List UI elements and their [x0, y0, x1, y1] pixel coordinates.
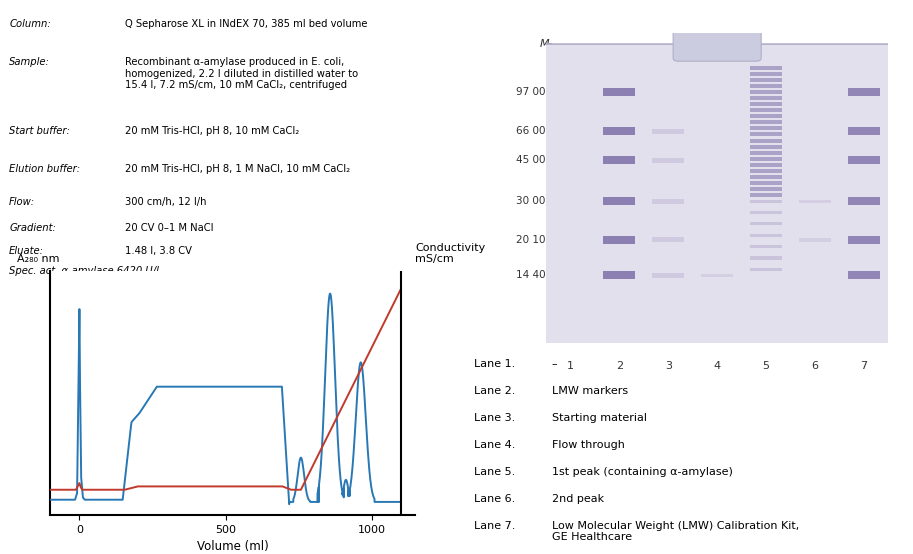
- Text: 3: 3: [665, 361, 672, 371]
- Bar: [750, 245, 782, 248]
- Text: Gradient:: Gradient:: [9, 223, 56, 233]
- X-axis label: Volume (ml): Volume (ml): [197, 541, 268, 553]
- Bar: [750, 90, 782, 94]
- Bar: [750, 187, 782, 191]
- Text: 20 100: 20 100: [517, 234, 552, 244]
- Bar: [750, 181, 782, 185]
- Bar: [603, 235, 635, 244]
- Bar: [750, 268, 782, 271]
- Bar: [750, 151, 782, 155]
- Bar: [848, 127, 880, 135]
- Bar: [848, 235, 880, 244]
- Text: Lane 4.: Lane 4.: [475, 440, 516, 450]
- Bar: [848, 156, 880, 165]
- Text: 2nd peak: 2nd peak: [551, 494, 603, 504]
- Bar: [603, 127, 635, 135]
- Text: Starting material: Starting material: [551, 413, 646, 423]
- Text: 30 000: 30 000: [517, 196, 552, 206]
- Text: 14 400: 14 400: [516, 270, 552, 280]
- Text: Column:: Column:: [9, 19, 51, 29]
- Text: Start buffer:: Start buffer:: [9, 126, 70, 136]
- Text: 97 000: 97 000: [517, 87, 552, 97]
- Text: 5: 5: [762, 361, 770, 371]
- Bar: [750, 138, 782, 142]
- Bar: [750, 126, 782, 130]
- Text: 7: 7: [860, 361, 867, 371]
- Text: Elution buffer:: Elution buffer:: [9, 164, 80, 174]
- Bar: [750, 66, 782, 70]
- Bar: [750, 163, 782, 167]
- Text: 300 cm/h, 12 l/h: 300 cm/h, 12 l/h: [125, 197, 206, 207]
- Bar: [603, 271, 635, 279]
- Bar: [652, 198, 685, 203]
- Bar: [750, 96, 782, 100]
- Bar: [750, 169, 782, 173]
- Bar: [652, 237, 685, 242]
- Text: Lane 6.: Lane 6.: [475, 494, 516, 504]
- Text: Lane 3.: Lane 3.: [475, 413, 516, 423]
- Bar: [701, 274, 733, 278]
- Bar: [750, 175, 782, 179]
- Text: Conductivity
mS/cm: Conductivity mS/cm: [415, 243, 486, 264]
- Text: 4: 4: [714, 361, 720, 371]
- Text: Spec. act. α-amylase 6420 U/l: Spec. act. α-amylase 6420 U/l: [9, 266, 159, 276]
- Bar: [848, 271, 880, 279]
- Bar: [848, 197, 880, 205]
- Text: A₂₈₀ nm: A₂₈₀ nm: [17, 254, 60, 264]
- Bar: [750, 84, 782, 88]
- Bar: [652, 158, 685, 163]
- Text: Mᵣ: Mᵣ: [540, 39, 552, 49]
- Text: Low Molecular Weight (LMW) Calibration Kit,
GE Healthcare: Low Molecular Weight (LMW) Calibration K…: [551, 521, 799, 542]
- Bar: [750, 234, 782, 237]
- Bar: [603, 88, 635, 96]
- FancyBboxPatch shape: [673, 27, 761, 61]
- Bar: [652, 273, 685, 278]
- Bar: [848, 88, 880, 96]
- Bar: [750, 145, 782, 148]
- Text: LMW markers: LMW markers: [551, 386, 628, 396]
- Bar: [750, 193, 782, 197]
- Text: 45 000: 45 000: [517, 156, 552, 166]
- Bar: [799, 238, 831, 242]
- Bar: [750, 257, 782, 259]
- Text: 66 000: 66 000: [517, 126, 552, 136]
- Bar: [750, 211, 782, 214]
- Text: Flow:: Flow:: [9, 197, 36, 207]
- Text: 20 mM Tris-HCl, pH 8, 1 M NaCl, 10 mM CaCl₂: 20 mM Tris-HCl, pH 8, 1 M NaCl, 10 mM Ca…: [125, 164, 350, 174]
- Bar: [652, 129, 685, 134]
- Text: Flow through: Flow through: [551, 440, 624, 450]
- Bar: [799, 199, 831, 203]
- Text: 20 CV 0–1 M NaCl: 20 CV 0–1 M NaCl: [125, 223, 214, 233]
- Text: 6: 6: [812, 361, 818, 371]
- Text: Lane 2.: Lane 2.: [475, 386, 516, 396]
- Bar: [750, 72, 782, 76]
- Text: Lane 7.: Lane 7.: [475, 521, 516, 531]
- Bar: [750, 102, 782, 106]
- Text: Q Sepharose XL in INdEX 70, 385 ml bed volume: Q Sepharose XL in INdEX 70, 385 ml bed v…: [125, 19, 368, 29]
- Bar: [750, 157, 782, 161]
- Text: 1: 1: [567, 361, 574, 371]
- Text: 20 mM Tris-HCl, pH 8, 10 mM CaCl₂: 20 mM Tris-HCl, pH 8, 10 mM CaCl₂: [125, 126, 299, 136]
- Bar: [750, 199, 782, 203]
- Text: –: –: [551, 359, 557, 369]
- Bar: [750, 78, 782, 82]
- Text: Lane 1.: Lane 1.: [475, 359, 516, 369]
- Text: 1.48 l, 3.8 CV: 1.48 l, 3.8 CV: [125, 245, 192, 255]
- Bar: [750, 114, 782, 119]
- Bar: [603, 197, 635, 205]
- FancyBboxPatch shape: [539, 44, 896, 348]
- Text: 2: 2: [615, 361, 623, 371]
- Text: Eluate:: Eluate:: [9, 245, 44, 255]
- Bar: [750, 222, 782, 225]
- Bar: [750, 108, 782, 112]
- Text: Recombinant α-amylase produced in E. coli,
homogenized, 2.2 l diluted in distill: Recombinant α-amylase produced in E. col…: [125, 57, 358, 90]
- Bar: [750, 120, 782, 124]
- Text: 1st peak (containing α-amylase): 1st peak (containing α-amylase): [551, 466, 732, 476]
- Bar: [603, 156, 635, 165]
- Text: Lane 5.: Lane 5.: [475, 466, 516, 476]
- Bar: [750, 132, 782, 136]
- Text: Sample:: Sample:: [9, 57, 50, 67]
